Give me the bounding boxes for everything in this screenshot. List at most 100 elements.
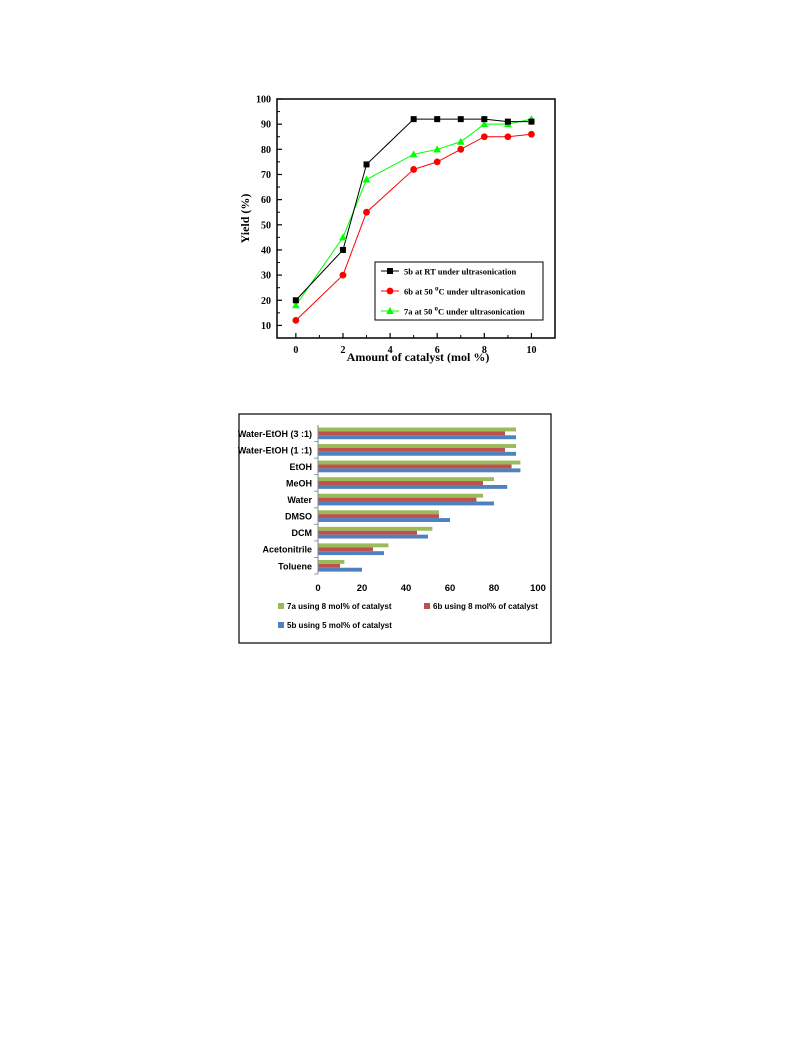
- data-point-s2: [363, 208, 370, 216]
- data-point-s2: [433, 158, 441, 166]
- bar: [318, 530, 417, 535]
- bar: [318, 559, 345, 564]
- data-point-s3: [339, 233, 347, 241]
- bar: [318, 435, 516, 440]
- data-point-s1: [504, 118, 511, 125]
- data-point-s3: [292, 301, 300, 309]
- bar: [318, 451, 516, 456]
- x-tick-label: 2: [340, 345, 345, 356]
- y-tick-label: 30: [261, 271, 271, 282]
- x-tick-label: 6: [435, 345, 440, 356]
- data-point-s1: [481, 116, 488, 123]
- data-point-s1: [528, 118, 535, 125]
- bar: [318, 444, 516, 448]
- bar: [318, 518, 450, 522]
- bar: [318, 447, 505, 452]
- y-tick-label: 10: [261, 321, 271, 332]
- y-tick-label: 60: [261, 195, 271, 206]
- bar: [318, 510, 439, 515]
- legend-label-2: 6b at 50 oC under ultrasonication: [404, 285, 525, 297]
- legend-swatch-3: [278, 622, 284, 628]
- y-tick-label: 80: [261, 145, 271, 156]
- data-point-s2: [292, 316, 300, 324]
- bar: [318, 543, 389, 548]
- category-label: MeOH: [286, 479, 312, 489]
- data-point-s1: [363, 161, 370, 168]
- bar: [318, 526, 433, 531]
- category-label: Water: [287, 495, 312, 505]
- legend-label-3: 7a at 50 oC under ultrasonication: [404, 305, 525, 317]
- data-point-s3: [480, 120, 489, 128]
- value-tick-label: 80: [489, 583, 500, 594]
- line-chart-group: 10 20 30 40 50 60 70 80 90 100 0 2 4 6 8 10 Amount of ca…: [238, 95, 556, 364]
- y-axis-title: Yield (%): [238, 194, 252, 244]
- category-label: Toluene: [278, 561, 312, 571]
- bar: [318, 493, 483, 498]
- legend-marker-2: [386, 287, 394, 295]
- data-point-s1: [410, 116, 417, 123]
- category-label: Acetonitrile: [262, 545, 312, 555]
- y-tick-label: 90: [261, 120, 271, 131]
- plot-frame: [276, 98, 556, 339]
- bar: [318, 501, 494, 506]
- data-point-s2: [528, 130, 535, 138]
- category-label: Water-EtOH (1 :1): [238, 445, 312, 455]
- bar: [318, 567, 362, 572]
- legend-swatch-1: [278, 603, 284, 609]
- x-axis-title: Amount of catalyst (mol %): [347, 350, 490, 364]
- y-tick-label: 50: [261, 220, 271, 231]
- bar: [318, 551, 384, 556]
- y-tick-label: 70: [261, 170, 271, 181]
- legend-marker-3: [386, 307, 394, 314]
- legend-box: [374, 261, 544, 321]
- data-point-s2: [480, 133, 488, 141]
- bar: [318, 497, 477, 502]
- bar: [318, 460, 521, 465]
- legend-swatch-2: [424, 603, 430, 609]
- x-tick-label: 0: [293, 345, 298, 356]
- data-point-s1: [292, 297, 299, 304]
- data-point-s3: [362, 175, 371, 183]
- bar: [318, 477, 494, 482]
- value-tick-label: 100: [530, 583, 546, 594]
- y-tick-label: 40: [261, 245, 271, 256]
- category-label: Water-EtOH (3 :1): [238, 429, 312, 439]
- bar: [318, 431, 505, 436]
- data-point-s2: [339, 271, 347, 279]
- legend-marker-1: [387, 268, 393, 274]
- bar: [318, 464, 512, 469]
- bar: [318, 468, 521, 473]
- x-tick-label: 8: [482, 345, 487, 356]
- x-tick-label: 4: [388, 345, 393, 356]
- x-tick-label: 10: [526, 345, 536, 356]
- bar: [318, 484, 508, 489]
- bar: [318, 427, 516, 432]
- data-point-s2: [504, 133, 512, 141]
- data-point-s3: [409, 150, 418, 158]
- data-point-s1: [457, 116, 464, 123]
- bar: [318, 514, 439, 519]
- legend-label-3: 5b using 5 mol% of catalyst: [287, 621, 392, 630]
- legend-label-2: 6b using 8 mol% of catalyst: [433, 602, 538, 611]
- solvent-yield-bar-chart: Water-EtOH (3 :1) Water-EtOH (1 :1) EtOH Me…: [238, 413, 552, 644]
- value-tick-label: 60: [445, 583, 456, 594]
- legend-label-1: 7a using 8 mol% of catalyst: [287, 602, 392, 611]
- bar: [318, 563, 340, 568]
- bar: [318, 534, 428, 539]
- y-tick-label: 20: [261, 296, 271, 307]
- category-label: DCM: [292, 528, 313, 538]
- bar: [318, 481, 483, 485]
- bar: [318, 547, 373, 552]
- data-point-s2: [457, 145, 465, 153]
- value-tick-label: 40: [401, 583, 412, 594]
- value-tick-label: 0: [315, 583, 320, 594]
- data-point-s3: [456, 137, 465, 145]
- value-tick-label: 20: [357, 583, 368, 594]
- legend-label-1: 5b at RT under ultrasonication: [404, 267, 517, 277]
- data-point-s1: [434, 116, 441, 123]
- category-label: EtOH: [290, 462, 313, 472]
- data-point-s1: [339, 246, 346, 253]
- y-tick-label: 100: [256, 95, 271, 106]
- data-point-s2: [410, 166, 418, 173]
